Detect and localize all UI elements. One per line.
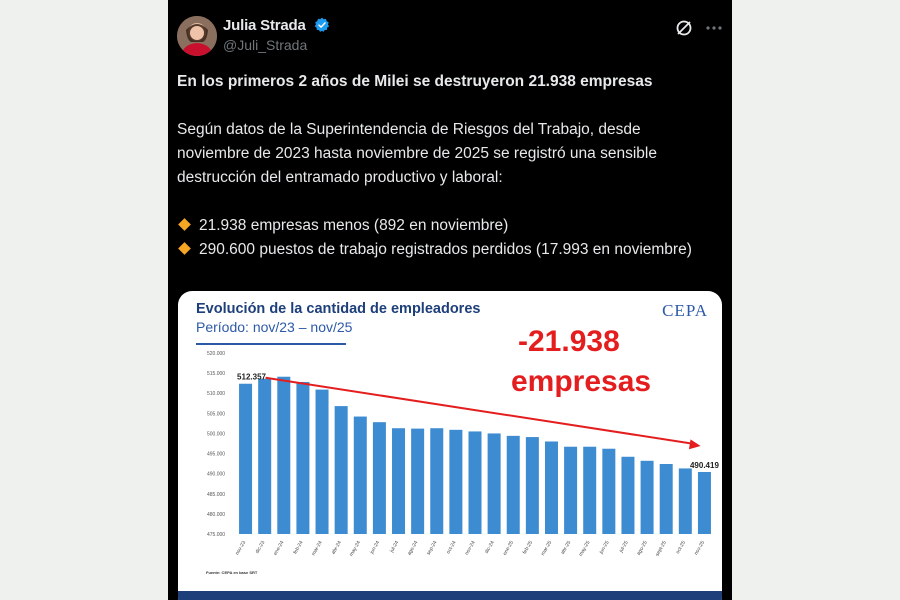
x-tick-label: jul-25 <box>618 540 630 555</box>
avatar-image <box>177 16 217 56</box>
y-tick-label: 480.000 <box>207 512 225 518</box>
bar <box>372 422 386 534</box>
x-tick-label: dic-23 <box>254 540 266 555</box>
x-tick-label: nov-23 <box>234 540 247 556</box>
bar <box>411 428 425 534</box>
x-tick-label: may-24 <box>348 540 362 558</box>
orange-diamond-icon <box>178 218 191 231</box>
card-footer-bar <box>178 591 722 600</box>
grok-icon[interactable] <box>674 18 694 38</box>
x-tick-label: abr-25 <box>560 540 573 556</box>
y-tick-label: 495.000 <box>207 452 225 458</box>
x-tick-label: ago-25 <box>636 540 649 557</box>
chart-title: Evolución de la cantidad de empleadores <box>196 301 481 317</box>
bar <box>296 381 310 534</box>
more-icon[interactable] <box>704 18 724 38</box>
bar <box>621 456 635 534</box>
bar <box>258 378 272 534</box>
bar <box>525 437 539 534</box>
cepa-logo: CEPA <box>662 301 708 320</box>
x-tick-label: nov-24 <box>464 540 477 556</box>
x-tick-label: abr-24 <box>330 540 343 556</box>
y-tick-label: 490.000 <box>207 472 225 478</box>
bar <box>239 383 253 534</box>
bar <box>564 446 578 534</box>
x-tick-label: oct-25 <box>675 540 687 555</box>
y-tick-label: 485.000 <box>207 492 225 498</box>
bar <box>353 416 367 534</box>
x-tick-label: may-25 <box>578 540 592 558</box>
chart-source: Fuente: CEPA en base SRT <box>206 570 258 575</box>
bar <box>449 429 463 534</box>
avatar[interactable] <box>177 16 217 56</box>
x-tick-label: sep-24 <box>426 540 439 556</box>
tweet-paragraph: Según datos de la Superintendencia de Ri… <box>177 121 657 186</box>
bar <box>640 460 654 534</box>
tweet-bullet: 290.600 puestos de trabajo registrados p… <box>177 238 717 262</box>
tweet-bullet: 21.938 empresas menos (892 en noviembre) <box>177 214 717 238</box>
bar <box>315 389 329 534</box>
author-name[interactable]: Julia Strada <box>223 17 330 37</box>
x-tick-label: oct-24 <box>445 540 457 555</box>
bar <box>583 446 597 534</box>
bullet-text: 21.938 empresas menos (892 en noviembre) <box>199 217 509 234</box>
x-tick-label: ene-24 <box>273 540 286 557</box>
tweet-actions <box>674 18 724 38</box>
x-tick-label: jul-24 <box>388 540 400 555</box>
bar <box>659 464 673 534</box>
bar <box>544 441 558 534</box>
data-label: 490.419 <box>690 461 719 470</box>
bar <box>334 406 348 534</box>
x-tick-label: nov-25 <box>693 540 706 556</box>
subtitle-divider <box>196 343 346 345</box>
trend-arrow-line <box>265 376 695 445</box>
author-handle[interactable]: @Juli_Strada <box>223 37 308 53</box>
data-label: 512.357 <box>237 373 266 382</box>
y-tick-label: 520.000 <box>207 351 225 357</box>
bar <box>392 428 406 534</box>
x-tick-label: dic-24 <box>484 540 496 555</box>
bar <box>506 435 520 534</box>
chart-subtitle: Período: nov/23 – nov/25 <box>196 319 353 335</box>
x-tick-label: feb-25 <box>522 540 534 555</box>
tweet-headline: En los primeros 2 años de Milei se destr… <box>177 73 653 90</box>
bar <box>697 471 711 534</box>
y-tick-label: 515.000 <box>207 371 225 377</box>
x-tick-label: sept-25 <box>654 540 668 558</box>
orange-diamond-icon <box>178 242 191 255</box>
bar <box>430 428 444 534</box>
x-tick-label: ene-25 <box>502 540 515 557</box>
trend-arrow-head <box>688 439 701 450</box>
highlight-label: empresas <box>511 365 652 398</box>
x-tick-label: feb-24 <box>292 540 304 555</box>
x-tick-label: jun-25 <box>598 540 611 556</box>
tweet-body: En los primeros 2 años de Milei se destr… <box>177 70 717 262</box>
x-tick-label: ago-24 <box>406 540 419 557</box>
bar <box>468 431 482 534</box>
chart-image[interactable]: 475.000 480.000 485.000 490.000 495.000 500.0… <box>178 291 722 600</box>
y-tick-label: 505.000 <box>207 411 225 417</box>
bullet-text: 290.600 puestos de trabajo registrados p… <box>199 241 692 258</box>
y-tick-label: 475.000 <box>207 532 225 538</box>
y-tick-label: 510.000 <box>207 391 225 397</box>
bar <box>277 376 291 534</box>
bar <box>602 448 616 534</box>
tweet-card: Julia Strada @Juli_Strada En los pri <box>168 0 732 600</box>
x-tick-label: mar-24 <box>311 540 324 557</box>
verified-badge-icon <box>314 17 330 37</box>
highlight-value: -21.938 <box>518 325 620 358</box>
x-tick-label: mar-25 <box>540 540 553 557</box>
bar-chart: 475.000 480.000 485.000 490.000 495.000 500.0… <box>207 351 719 558</box>
x-tick-label: jun-24 <box>368 540 381 556</box>
bar <box>678 468 692 534</box>
bar <box>487 433 501 534</box>
author-name-text[interactable]: Julia Strada <box>223 17 306 34</box>
y-tick-label: 500.000 <box>207 431 225 437</box>
